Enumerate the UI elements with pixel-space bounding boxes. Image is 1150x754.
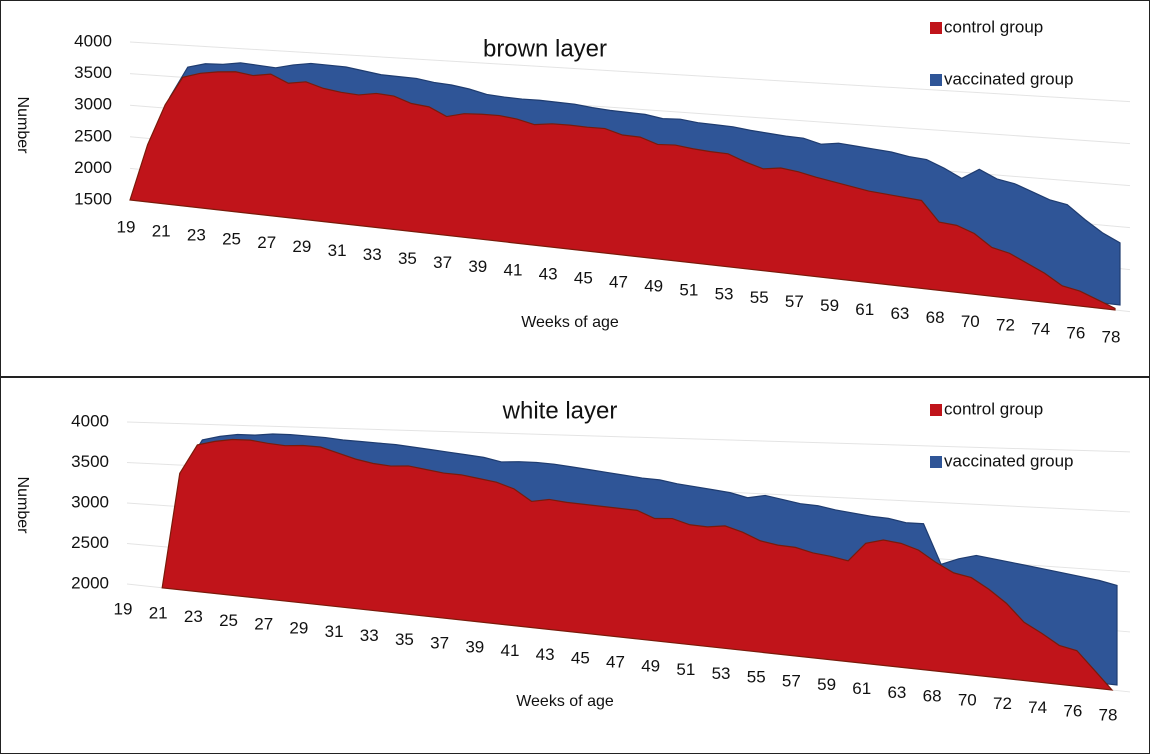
x-tick-label: 29 <box>289 618 308 637</box>
x-tick-label: 49 <box>644 276 663 295</box>
area <box>129 71 1116 311</box>
x-tick-label: 37 <box>430 634 449 653</box>
y-tick-label: 2000 <box>74 158 112 177</box>
x-axis-label: Weeks of age <box>521 314 619 331</box>
grid-line <box>129 41 1131 103</box>
legend-label: control group <box>944 399 1043 418</box>
x-tick-label: 39 <box>465 637 484 656</box>
x-tick-label: 35 <box>398 249 417 268</box>
x-tick-label: 70 <box>961 312 980 331</box>
legend-label: vaccinated group <box>944 451 1073 470</box>
x-tick-label: 41 <box>504 261 523 280</box>
x-tick-label: 51 <box>676 660 695 679</box>
x-tick-label: 33 <box>360 626 379 645</box>
area <box>161 438 1114 691</box>
legend-label: control group <box>944 17 1043 36</box>
x-tick-label: 55 <box>747 668 766 687</box>
x-tick-label: 53 <box>712 664 731 683</box>
x-tick-label: 41 <box>501 641 520 660</box>
x-tick-label: 61 <box>852 679 871 698</box>
y-tick-label: 2500 <box>74 126 112 145</box>
x-tick-label: 51 <box>679 280 698 299</box>
x-tick-label: 57 <box>782 671 801 690</box>
x-tick-label: 59 <box>820 296 839 315</box>
y-tick-label: 2500 <box>71 533 109 552</box>
y-tick-label: 3500 <box>74 63 112 82</box>
x-tick-label: 47 <box>609 272 628 291</box>
x-tick-label: 37 <box>433 253 452 272</box>
x-tick-label: 35 <box>395 630 414 649</box>
y-tick-label: 2000 <box>71 573 109 592</box>
chart-title: brown layer <box>483 35 607 62</box>
x-tick-label: 76 <box>1063 702 1082 721</box>
x-tick-label: 27 <box>257 233 276 252</box>
x-tick-label: 53 <box>715 284 734 303</box>
x-tick-label: 23 <box>184 607 203 626</box>
chart-title: white layer <box>502 397 618 424</box>
x-tick-label: 55 <box>750 288 769 307</box>
x-tick-label: 33 <box>363 245 382 264</box>
y-tick-label: 4000 <box>71 411 109 430</box>
x-tick-label: 21 <box>149 603 168 622</box>
x-tick-label: 21 <box>152 221 171 240</box>
x-tick-label: 61 <box>855 300 874 319</box>
x-tick-label: 23 <box>187 225 206 244</box>
x-tick-label: 25 <box>219 611 238 630</box>
x-tick-label: 49 <box>641 656 660 675</box>
y-axis-label: Number <box>14 97 31 155</box>
legend-swatch <box>930 404 942 416</box>
x-tick-label: 68 <box>923 687 942 706</box>
x-axis-label: Weeks of age <box>516 693 614 710</box>
x-tick-label: 74 <box>1031 320 1050 339</box>
y-tick-label: 3000 <box>74 95 112 114</box>
grid-line <box>126 421 1131 453</box>
x-tick-label: 72 <box>996 316 1015 335</box>
x-tick-label: 63 <box>890 304 909 323</box>
y-tick-label: 3000 <box>71 492 109 511</box>
x-tick-label: 29 <box>292 237 311 256</box>
x-tick-label: 31 <box>328 241 347 260</box>
legend-swatch <box>930 456 942 468</box>
x-tick-label: 19 <box>114 599 133 618</box>
x-tick-label: 43 <box>539 265 558 284</box>
y-axis-label: Number <box>14 477 31 535</box>
x-tick-label: 31 <box>325 622 344 641</box>
legend-label: vaccinated group <box>944 69 1073 88</box>
x-tick-label: 76 <box>1066 324 1085 343</box>
x-tick-label: 78 <box>1102 327 1121 346</box>
x-tick-label: 72 <box>993 694 1012 713</box>
x-tick-label: 45 <box>571 649 590 668</box>
legend-swatch <box>930 22 942 34</box>
y-tick-label: 4000 <box>74 31 112 50</box>
x-tick-label: 78 <box>1099 705 1118 724</box>
y-tick-label: 3500 <box>71 452 109 471</box>
x-tick-label: 68 <box>926 308 945 327</box>
x-tick-label: 25 <box>222 229 241 248</box>
x-tick-label: 27 <box>254 615 273 634</box>
x-tick-label: 47 <box>606 652 625 671</box>
y-tick-label: 1500 <box>74 189 112 208</box>
x-tick-label: 70 <box>958 690 977 709</box>
x-tick-label: 39 <box>468 257 487 276</box>
x-tick-label: 57 <box>785 292 804 311</box>
x-tick-label: 74 <box>1028 698 1047 717</box>
x-tick-label: 45 <box>574 269 593 288</box>
x-tick-label: 63 <box>887 683 906 702</box>
legend-swatch <box>930 74 942 86</box>
x-tick-label: 59 <box>817 675 836 694</box>
x-tick-label: 43 <box>536 645 555 664</box>
x-tick-label: 19 <box>117 217 136 236</box>
